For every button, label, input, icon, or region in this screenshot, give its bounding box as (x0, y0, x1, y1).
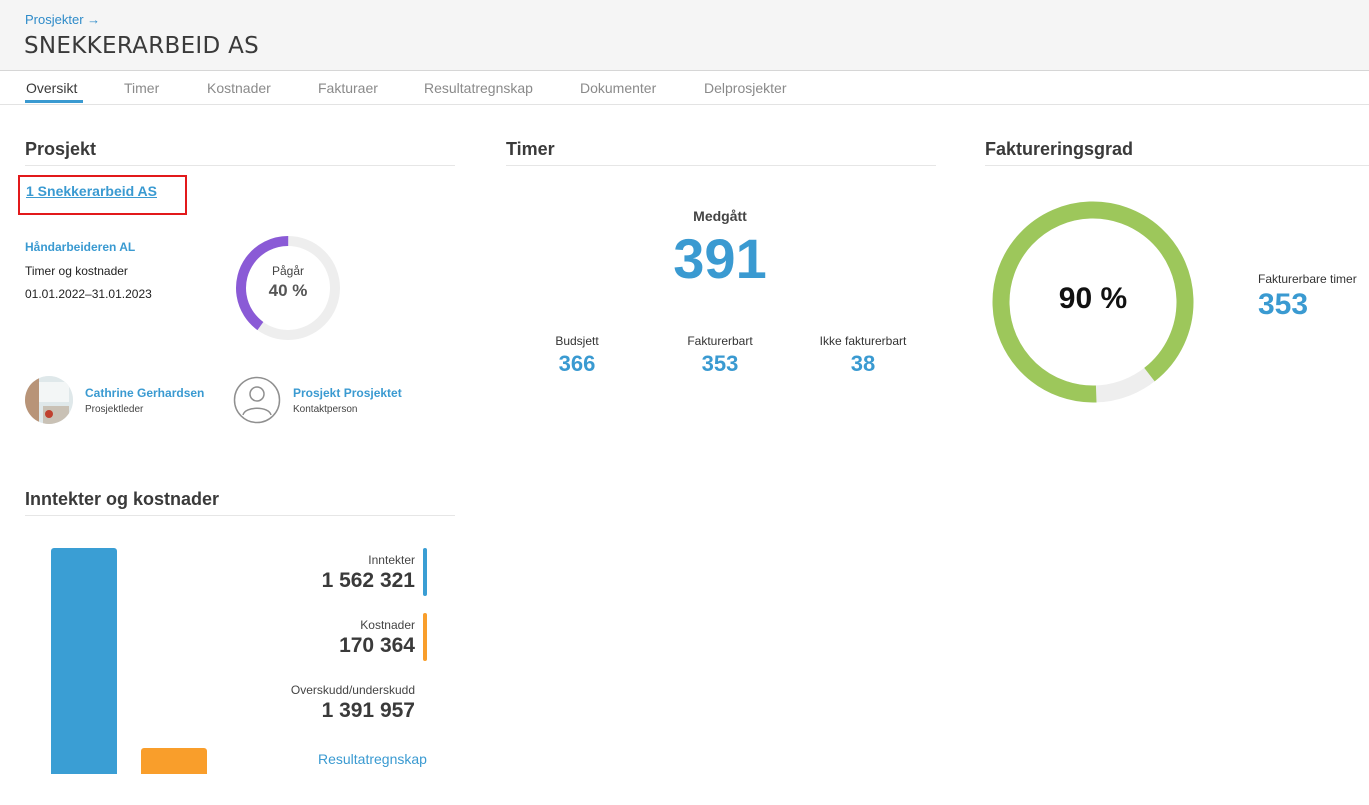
active-tab-indicator (25, 100, 83, 103)
progress-value: 40 % (268, 281, 308, 300)
medgatt-label: Medgått (693, 208, 747, 224)
tab-bar: Oversikt Timer Kostnader Fakturaer Resul… (0, 72, 1369, 105)
result-label: Overskudd/underskudd (290, 683, 415, 697)
income-marker (423, 548, 427, 596)
cost-value: 170 364 (339, 634, 415, 657)
cost-bar (141, 748, 207, 774)
timer-section-title: Timer (506, 139, 555, 159)
tab-resultatregnskap[interactable]: Resultatregnskap (424, 80, 533, 96)
project-type: Timer og kostnader (25, 264, 128, 278)
income-value: 1 562 321 (321, 569, 415, 592)
cost-marker (423, 613, 427, 661)
billing-rate-value: 90 % (1058, 282, 1128, 315)
status-label: Pågår (271, 264, 305, 278)
page-title: SNEKKERARBEID AS (24, 33, 260, 59)
fakturerbart-value: 353 (701, 351, 739, 376)
tab-dokumenter[interactable]: Dokumenter (580, 80, 657, 96)
prosjekt-divider (25, 165, 455, 166)
fakturerbart-label: Fakturerbart (687, 334, 753, 348)
ikke-fakturerbart-label: Ikke fakturerbart (819, 334, 907, 348)
prosjekt-section-title: Prosjekt (25, 139, 97, 159)
billable-hours-label: Fakturerbare timer (1258, 272, 1357, 286)
result-value: 1 391 957 (321, 699, 415, 722)
project-period: 01.01.2022–31.01.2023 (25, 287, 152, 301)
billing-rate-arc (992, 201, 1194, 403)
project-link[interactable]: 1 Snekkerarbeid AS (26, 183, 157, 199)
tab-delprosjekter[interactable]: Delprosjekter (704, 80, 787, 96)
faktureringsgrad-section-title: Faktureringsgrad (985, 139, 1134, 159)
medgatt-value: 391 (673, 227, 767, 290)
budsjett-label: Budsjett (555, 334, 599, 348)
avatar[interactable] (25, 376, 73, 424)
contact-person-icon[interactable] (233, 376, 281, 424)
contact-person-role: Kontaktperson (293, 404, 358, 415)
progress-arc (236, 236, 340, 340)
progress-donut (236, 236, 340, 340)
tab-fakturaer[interactable]: Fakturaer (318, 80, 378, 96)
highlight-box (18, 175, 187, 215)
tab-oversikt[interactable]: Oversikt (26, 80, 78, 96)
project-manager-role: Prosjektleder (85, 404, 144, 415)
inntekter-divider (25, 515, 455, 516)
income-bar (51, 548, 117, 774)
tab-kostnader[interactable]: Kostnader (207, 80, 271, 96)
ikke-fakturerbart-value: 38 (850, 351, 876, 376)
faktureringsgrad-divider (985, 165, 1369, 166)
income-label: Inntekter (368, 553, 415, 567)
billable-hours-value: 353 (1258, 288, 1309, 321)
budsjett-value: 366 (558, 351, 596, 376)
tab-timer[interactable]: Timer (124, 80, 160, 96)
inntekter-section-title: Inntekter og kostnader (25, 489, 220, 509)
page-header: Prosjekter → SNEKKERARBEID AS (0, 0, 1369, 71)
customer-link[interactable]: Håndarbeideren AL (25, 240, 136, 254)
contact-person-name[interactable]: Prosjekt Prosjektet (293, 386, 402, 400)
billing-rate-donut (992, 201, 1194, 403)
project-manager-name[interactable]: Cathrine Gerhardsen (85, 386, 205, 400)
cost-label: Kostnader (360, 618, 415, 632)
breadcrumb-projects[interactable]: Prosjekter → (25, 12, 101, 27)
resultatregnskap-link[interactable]: Resultatregnskap (318, 751, 427, 767)
timer-divider (506, 165, 936, 166)
